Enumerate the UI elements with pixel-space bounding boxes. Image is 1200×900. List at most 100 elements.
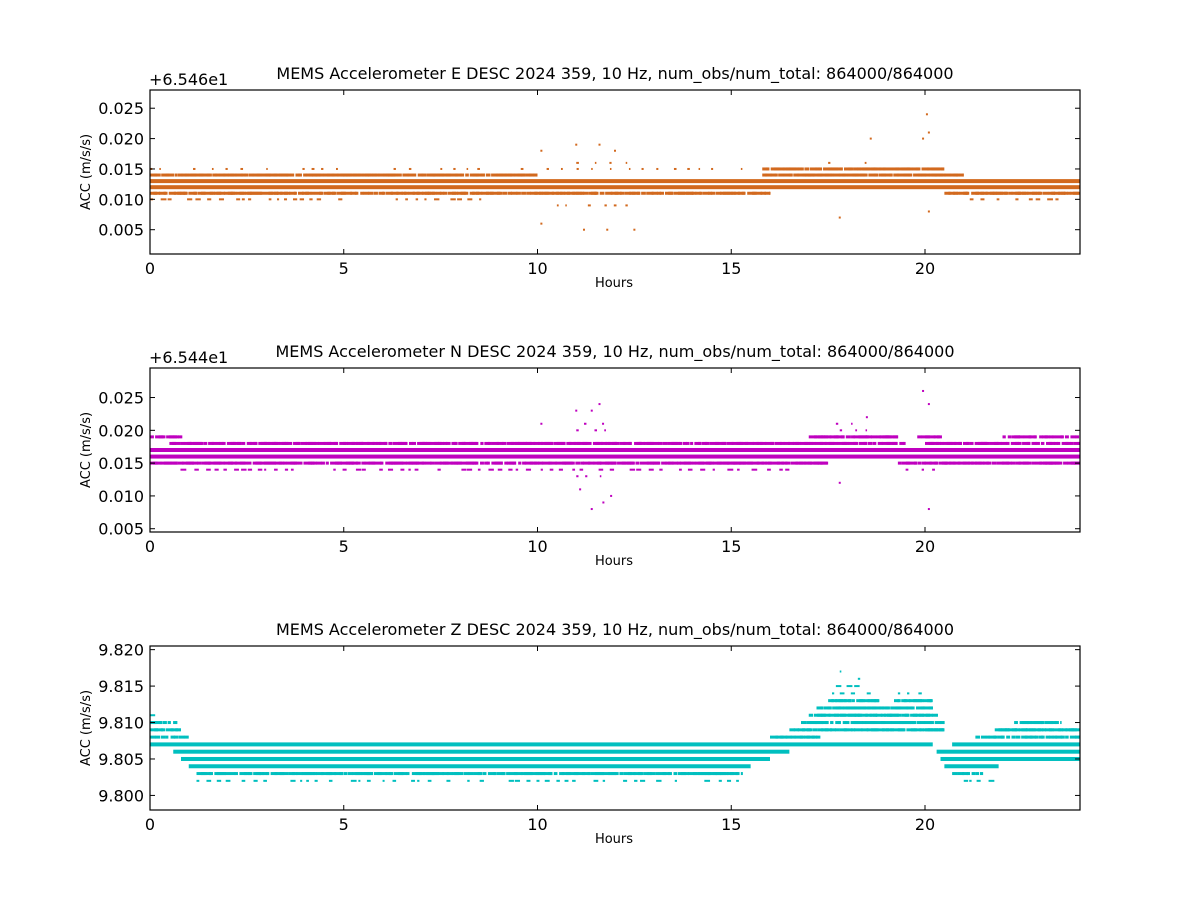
data-point: [179, 728, 182, 732]
x-tick-label: 15: [721, 259, 741, 278]
data-point: [812, 728, 818, 732]
data-point: [443, 441, 448, 445]
data-point: [846, 685, 853, 688]
data-point: [475, 461, 479, 465]
data-point: [175, 728, 181, 732]
data-point: [651, 191, 658, 195]
data-point: [321, 772, 330, 776]
data-point: [881, 173, 886, 177]
data-point: [975, 191, 985, 195]
data-point: [897, 461, 902, 465]
data-point: [170, 735, 176, 739]
data-point: [965, 191, 970, 195]
data-point: [165, 735, 169, 739]
data-point: [568, 441, 576, 445]
data-point: [434, 461, 442, 465]
data-point: [1018, 461, 1027, 465]
data-point: [318, 441, 326, 445]
data-point: [526, 191, 531, 195]
data-point: [767, 461, 772, 465]
data-point: [851, 699, 855, 703]
data-point: [783, 441, 790, 445]
data-point: [856, 167, 861, 171]
data-point: [461, 468, 467, 471]
data-point: [478, 191, 483, 195]
data-point: [161, 735, 166, 739]
data-point: [885, 721, 892, 725]
data-points: [150, 670, 1080, 782]
data-point: [598, 468, 604, 471]
data-point: [879, 706, 884, 710]
data-point: [316, 198, 322, 201]
data-point: [235, 173, 243, 177]
data-point: [349, 461, 355, 465]
data-point: [933, 435, 940, 439]
data-point: [247, 468, 253, 471]
data-point: [466, 167, 469, 170]
data-point: [396, 461, 404, 465]
data-point: [246, 441, 252, 445]
data-point: [650, 441, 654, 445]
data-point: [1052, 435, 1056, 439]
data-point: [962, 441, 969, 445]
data-point: [597, 461, 602, 465]
data-point: [572, 191, 579, 195]
chart-panel-z: MEMS Accelerometer Z DESC 2024 359, 10 H…: [79, 620, 1081, 847]
data-point: [848, 699, 852, 703]
data-point: [434, 198, 440, 201]
data-point: [872, 713, 878, 717]
data-point: [530, 191, 538, 195]
data-point: [828, 699, 834, 703]
data-point: [230, 441, 236, 445]
data-point: [897, 713, 902, 717]
data-point: [489, 191, 494, 195]
data-point: [183, 735, 189, 739]
data-point: [853, 435, 861, 439]
data-point: [445, 441, 451, 445]
data-point: [833, 435, 839, 439]
data-point: [1021, 735, 1028, 739]
data-point: [549, 468, 554, 471]
data-point: [299, 198, 305, 201]
data-point: [1053, 441, 1058, 445]
y-tick-label: 0.005: [98, 221, 144, 240]
data-point: [764, 191, 770, 195]
data-point: [323, 173, 331, 177]
data-point: [1015, 198, 1019, 201]
data-point: [1011, 735, 1016, 739]
data-point: [388, 772, 394, 776]
data-point: [1010, 441, 1020, 445]
data-point: [266, 167, 268, 170]
data-point: [969, 779, 972, 782]
data-point: [708, 191, 713, 195]
data-point: [1037, 728, 1044, 732]
data-point: [1024, 735, 1033, 739]
data-point: [847, 728, 853, 732]
data-point: [422, 772, 430, 776]
y-tick-label: 9.805: [98, 750, 144, 769]
data-point: [180, 468, 187, 471]
data-point: [635, 461, 640, 465]
data-point: [597, 772, 605, 776]
data-point: [774, 441, 782, 445]
data-point: [446, 772, 453, 776]
data-point: [668, 461, 674, 465]
data-point: [572, 468, 576, 471]
data-point: [864, 161, 867, 164]
data-point: [1041, 728, 1047, 732]
data-point: [709, 441, 719, 445]
data-point: [177, 461, 184, 465]
data-point: [1071, 728, 1077, 732]
data-point: [330, 461, 339, 465]
data-point: [261, 772, 269, 776]
data-point: [518, 461, 522, 465]
data-point: [412, 173, 417, 177]
data-point: [919, 728, 924, 732]
x-tick-label: 10: [527, 815, 547, 834]
data-point: [646, 441, 653, 445]
data-point: [865, 435, 872, 439]
x-tick-label: 10: [527, 259, 547, 278]
data-point: [913, 699, 923, 703]
data-point: [629, 468, 636, 471]
data-point: [952, 461, 961, 465]
